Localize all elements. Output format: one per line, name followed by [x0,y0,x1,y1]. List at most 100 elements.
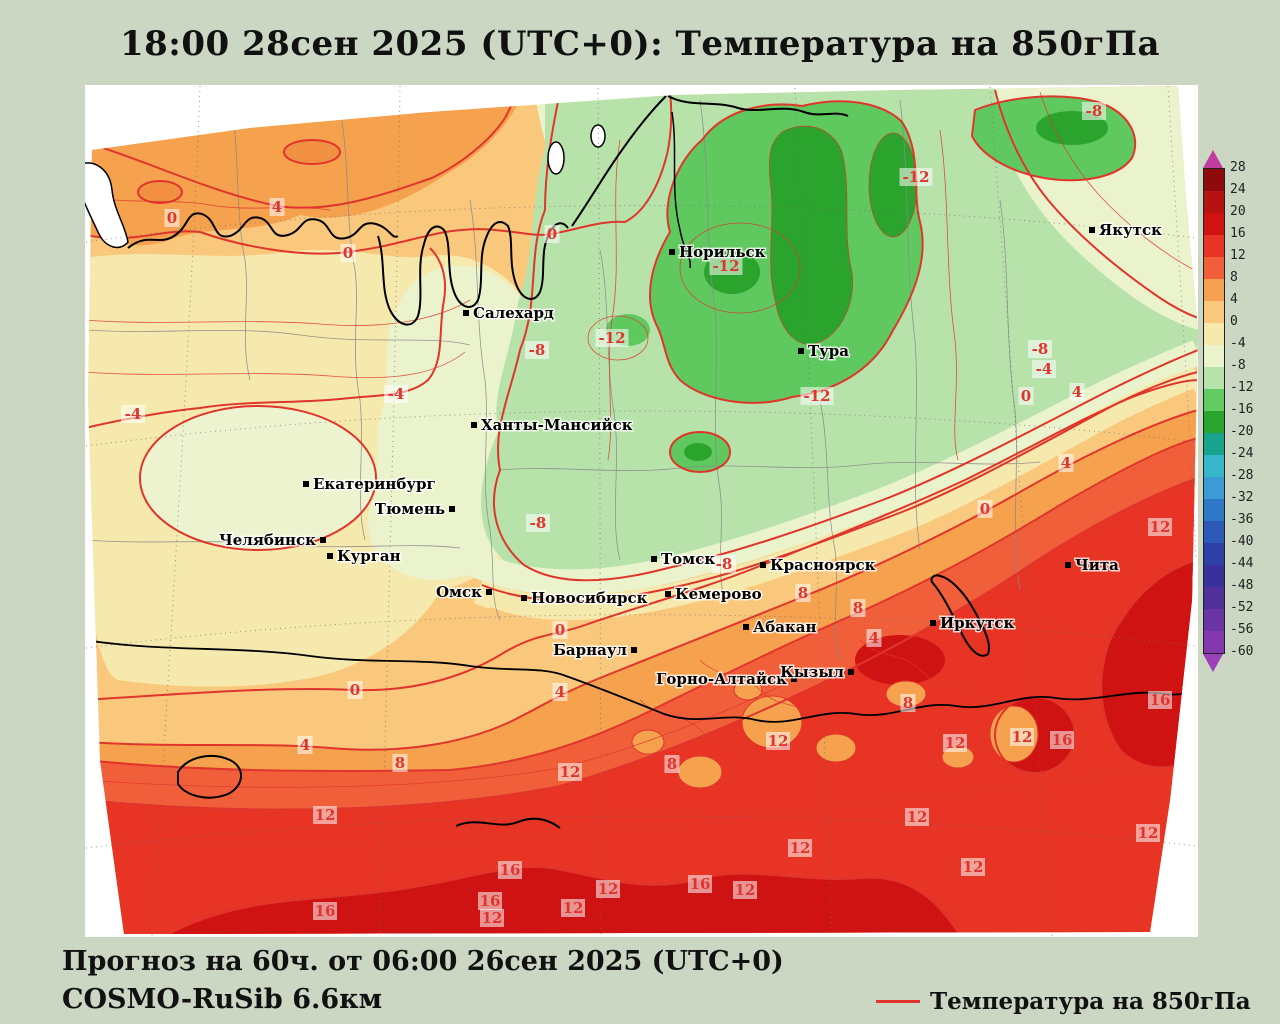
colorbar-band [1204,609,1224,631]
contour-label-bg [347,681,363,699]
contour-label-text: 12 [945,734,966,752]
contour-label-text: -8 [529,341,546,359]
colorbar-band [1204,257,1224,279]
city-marker: Ханты-Мансийск [471,415,634,436]
contour-label-bg [392,754,408,772]
legend-line-sample [876,1000,920,1003]
contour-label-text: 4 [300,736,310,754]
city-label: Ханты-Мансийск [481,416,633,434]
lake-baikal [930,574,990,657]
contour-label-text: 4 [555,683,565,701]
contour-label-bg [866,629,882,647]
city-label: Кызыл [780,663,844,681]
contour-label: 12 [766,732,790,750]
island-coastline [85,162,129,249]
city-marker: Иркутск [930,613,1016,634]
city-marker: Тюмень [373,499,455,520]
contour-label-bg [558,763,582,781]
city-label: Красноярск [770,556,876,574]
contour-label-text: 0 [555,621,565,639]
colorbar-scale [1203,168,1225,654]
city-marker: Горно-Алтайск [655,669,797,690]
contour-label: -4 [121,405,145,423]
colorbar-arrow-bottom-icon [1203,654,1223,672]
contour-label-bg [478,892,502,910]
contour-label-text: -12 [712,257,739,275]
contour-label: -8 [1082,102,1106,120]
city-dot [463,310,469,316]
contour-label-text: 12 [1150,518,1171,536]
contour-label-text: 12 [768,732,789,750]
colorbar-tick-label: -52 [1230,600,1254,615]
city-dot [743,624,749,630]
contour-label-bg [800,387,834,405]
colorbar-band [1204,631,1224,653]
colorbar-band [1204,433,1224,455]
coastlines [88,95,1198,829]
contour-label-bg [688,875,712,893]
city-dot [669,249,675,255]
city-marker: Омск [434,582,492,603]
contour-label: 16 [498,861,522,879]
contour-label: 12 [480,909,504,927]
contour-label: -4 [1032,360,1056,378]
city-label: Барнаул [553,641,627,659]
contour-label: 12 [905,808,929,826]
city-marker: Абакан [743,617,818,638]
contour-label-text: -4 [1036,360,1053,378]
city-marker: Томск [651,549,717,570]
contour-label-bg [1028,340,1052,358]
contour-label-bg [340,244,356,262]
city-label: Горно-Алтайск [656,670,787,688]
city-label: Якутск [1099,221,1162,239]
city-label: Томск [661,550,715,568]
contour-label-bg [596,880,620,898]
colorbar-tick-label: 24 [1230,182,1246,197]
colorbar-band [1204,477,1224,499]
contour-label: 4 [269,198,285,216]
contour-label-text: 12 [963,858,984,876]
contour-label-text: 12 [1138,824,1159,842]
city-dot [631,647,637,653]
contour-label-bg [480,909,504,927]
contour-label: 0 [544,225,560,243]
legend-label: Температура на 850гПа [930,988,1251,1015]
forecast-info: Прогноз на 60ч. от 06:00 26сен 2025 (UTC… [62,946,784,977]
contour-label-bg [733,881,757,899]
contour-label: -12 [800,387,834,405]
contour-label: 0 [347,681,363,699]
legend: Температура на 850гПа [876,988,1251,1015]
city-dot [760,562,766,568]
thin-isotherms [88,91,1198,846]
contour-label: 12 [961,858,985,876]
contour-label: 8 [664,755,680,773]
city-label: Омск [436,583,482,601]
contour-label-bg [1148,518,1172,536]
contour-label-bg [1069,383,1085,401]
contour-label-bg [712,555,736,573]
contour-label: 4 [1058,454,1074,472]
contour-label-bg [788,839,812,857]
city-label: Тюмень [375,500,445,518]
contour-label-bg [795,584,811,602]
contour-label-bg [313,902,337,920]
contour-label-text: 0 [343,244,353,262]
city-label: Иркутск [940,614,1015,632]
contour-label-text: 16 [690,875,711,893]
city-label: Абакан [753,618,816,636]
contour-label: 12 [1148,518,1172,536]
contour-label-text: 0 [1021,387,1031,405]
colorbar-tick-label: -20 [1230,424,1254,439]
colorbar-tick-label: 8 [1230,270,1238,285]
contour-label: 0 [1018,387,1034,405]
contour-label-bg [384,385,408,403]
colorbar-tick-label: 12 [1230,248,1246,263]
contour-label-text: 16 [1150,691,1171,709]
contour-label-text: 0 [350,681,360,699]
contour-label: 12 [1010,728,1034,746]
contour-label: -12 [899,168,933,186]
contour-label-text: 12 [598,880,619,898]
contour-label-bg [977,500,993,518]
